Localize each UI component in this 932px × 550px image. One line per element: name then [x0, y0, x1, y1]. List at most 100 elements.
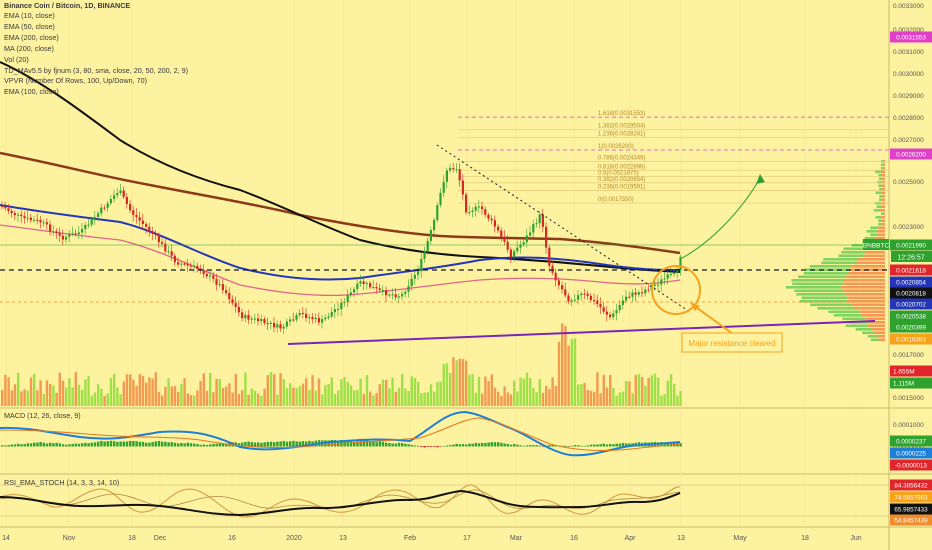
volume-bar	[628, 381, 631, 406]
candle-body	[237, 306, 240, 313]
volume-bar	[407, 390, 410, 406]
volume-profile-bar-down	[883, 167, 885, 170]
projection-arrow	[681, 177, 761, 259]
candle-body	[125, 196, 128, 204]
volume-bar	[657, 377, 660, 406]
volume-bar	[106, 393, 109, 406]
volume-profile-bar-up	[870, 233, 879, 237]
indicator-label: EMA (100, close)	[4, 87, 59, 97]
rsi-pane-label: RSI_EMA_STOCH (14, 3, 3, 14, 10)	[4, 478, 120, 487]
volume-bar	[317, 378, 321, 406]
volume-bar	[634, 374, 637, 406]
volume-bar	[580, 384, 583, 406]
countdown-badge	[891, 251, 932, 262]
candle-body	[417, 271, 420, 275]
macd-badge-label: 0.0000225	[896, 451, 926, 458]
volume-profile-bar-down	[882, 177, 885, 181]
macd-histogram-bar	[487, 442, 490, 447]
volume-profile-bar-down	[878, 338, 885, 342]
candle-body	[173, 255, 176, 263]
macd-histogram-bar	[269, 441, 273, 447]
rsi-badge-label: 54.8457439	[894, 518, 928, 525]
volume-bar	[577, 384, 580, 406]
volume-bar	[135, 386, 138, 406]
volume-bar	[212, 392, 215, 406]
volume-bar	[372, 395, 375, 406]
candle-body	[100, 207, 103, 214]
volume-profile-bar-up	[881, 163, 884, 167]
macd-histogram-bar	[215, 443, 218, 447]
volume-profile-bar-down	[880, 216, 885, 219]
candle-body	[183, 263, 186, 265]
volume-profile-bar-down	[879, 209, 885, 212]
volume-bar	[420, 393, 423, 406]
macd-histogram-bar	[77, 443, 81, 447]
volume-bar	[340, 379, 343, 406]
candle-body	[385, 290, 388, 296]
volume-bar	[228, 383, 231, 406]
candle-body	[109, 199, 112, 204]
macd-histogram-bar	[298, 441, 301, 447]
volume-bar	[221, 387, 225, 406]
candle-body	[452, 168, 455, 170]
volume-bar	[650, 375, 653, 406]
volume-profile-bar-down	[842, 279, 885, 282]
fib-label: 0.382(0.0020854)	[598, 177, 645, 183]
macd-histogram-bar	[209, 444, 212, 447]
volume-bar	[17, 372, 20, 406]
price-badge-label: 0.0020702	[896, 302, 926, 309]
volume-profile-bar-up	[878, 184, 883, 188]
macd-histogram-bar	[535, 445, 538, 447]
volume-bar	[7, 377, 10, 406]
volume-bar	[490, 374, 493, 406]
volume-bar	[180, 383, 183, 406]
macd-histogram-bar	[327, 440, 330, 447]
macd-histogram-bar	[669, 442, 673, 447]
volume-profile-bar-up	[875, 191, 881, 195]
volume-profile-bar-down	[878, 226, 885, 230]
volume-profile-bar-up	[817, 307, 855, 310]
support-trendline	[287, 320, 876, 345]
volume-profile-bar-up	[794, 289, 845, 293]
volume-bar	[55, 392, 58, 406]
volume-profile-bar-up	[833, 314, 862, 317]
price-badge	[890, 321, 932, 333]
volume-bars	[1, 323, 682, 406]
volume-bar	[97, 384, 100, 406]
volume-bar	[52, 385, 55, 406]
volume-profile-bar-up	[879, 188, 883, 191]
candle-body	[71, 233, 74, 235]
macd-histogram-bar	[74, 443, 77, 447]
candle-body	[103, 207, 106, 209]
candle-body	[413, 274, 416, 279]
candle-body	[97, 213, 100, 218]
macd-histogram-bar	[282, 441, 285, 447]
volume-bar	[225, 386, 228, 406]
macd-histogram-bar	[45, 443, 49, 447]
macd-histogram-bar	[532, 445, 535, 447]
candle-body	[522, 242, 525, 245]
candle-body	[276, 324, 279, 328]
candle-body	[407, 286, 410, 292]
volume-bar	[173, 385, 177, 406]
volume-profile-bar-down	[878, 233, 885, 237]
volume-profile-bar-down	[874, 331, 885, 335]
price-badge-label: 0.0031553	[896, 35, 926, 42]
macd-histogram-bar	[541, 446, 545, 447]
macd-histogram-bar	[266, 441, 269, 447]
macd-histogram-bar	[503, 443, 506, 447]
volume-bar	[644, 385, 647, 406]
macd-histogram-bar	[113, 441, 116, 447]
volume-bar	[305, 378, 308, 406]
macd-histogram-bar	[135, 441, 138, 447]
macd-histogram-bar	[516, 444, 519, 447]
price-tick-label: 0.0032000	[893, 27, 924, 34]
macd-histogram-bar	[481, 442, 484, 447]
macd-histogram-bar	[145, 442, 148, 447]
macd-histogram-bar	[1, 445, 4, 447]
breakout-circle	[651, 265, 701, 315]
candle-body	[132, 210, 135, 216]
candle-body	[605, 311, 608, 315]
volume-bar	[113, 373, 116, 406]
